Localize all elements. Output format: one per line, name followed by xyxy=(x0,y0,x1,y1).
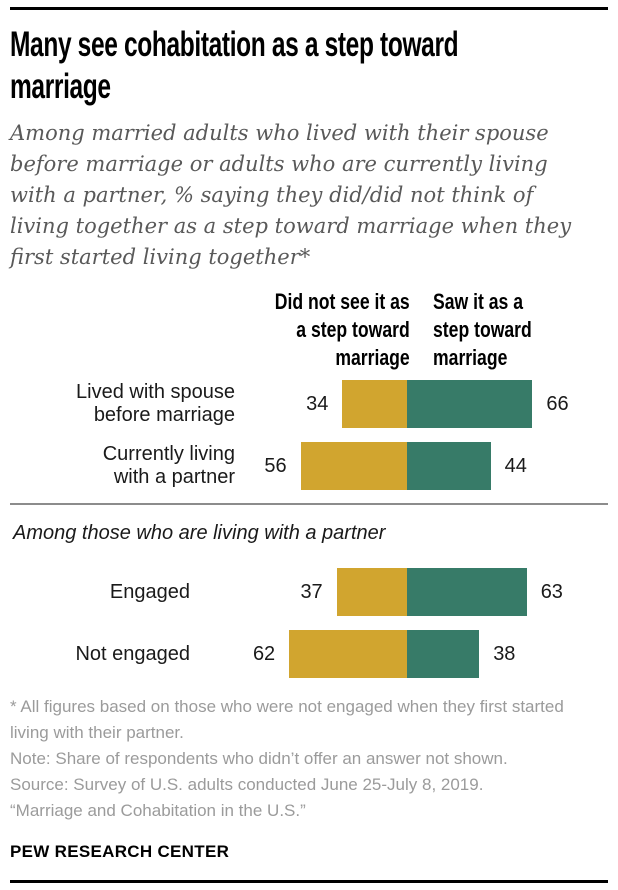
notes: * All figures based on those who were no… xyxy=(10,694,588,824)
bar-row: Engaged 37 63 xyxy=(0,568,618,616)
value-did-not-see: 34 xyxy=(306,393,329,415)
bar-saw xyxy=(407,568,527,616)
bar-did-not-see xyxy=(342,380,407,428)
bar-row: Lived with spouse before marriage 34 66 xyxy=(0,380,618,428)
bar-saw xyxy=(407,442,491,490)
bar-saw xyxy=(407,380,533,428)
bar-did-not-see xyxy=(336,568,407,616)
value-did-not-see: 37 xyxy=(300,581,323,603)
legend-line: marriage xyxy=(433,345,508,370)
legend-line: Did not see it as xyxy=(275,289,410,314)
legend-line: marriage xyxy=(335,345,410,370)
category-label-line: with a partner xyxy=(113,466,235,488)
source-line-1: Source: Survey of U.S. adults conducted … xyxy=(10,775,484,794)
value-saw: 66 xyxy=(546,393,569,415)
category-label: Not engaged xyxy=(0,630,190,678)
page-title-line-2: marriage xyxy=(10,67,111,106)
bottom-rule xyxy=(10,880,608,883)
source-line-2: “Marriage and Cohabitation in the U.S.” xyxy=(10,801,306,820)
value-did-not-see: 62 xyxy=(252,643,276,665)
category-label-line: Engaged xyxy=(109,580,190,603)
category-label-line: before marriage xyxy=(93,404,235,426)
section-divider xyxy=(10,503,608,505)
chart-step-toward-marriage: Lived with spouse before marriage 34 66 Curr… xyxy=(0,380,618,504)
legend-line: step toward xyxy=(433,317,532,342)
category-label-line: Not engaged xyxy=(75,642,190,665)
top-rule xyxy=(10,7,608,10)
value-saw: 44 xyxy=(504,455,527,477)
note: Note: Share of respondents who didn’t of… xyxy=(10,749,508,768)
category-label-line: Currently living xyxy=(102,443,235,465)
bar-did-not-see xyxy=(289,630,407,678)
category-label: Lived with spouse before marriage xyxy=(0,380,235,428)
bar-saw xyxy=(407,630,480,678)
section-label: Among those who are living with a partne… xyxy=(13,522,386,544)
legend-saw: Saw it as a step toward marriage xyxy=(433,288,532,372)
value-saw: 63 xyxy=(540,581,563,603)
page-title-line-1: Many see cohabitation as a step toward xyxy=(10,25,459,64)
footnote: * All figures based on those who were no… xyxy=(10,697,564,742)
legend-did-not-see: Did not see it as a step toward marriage xyxy=(275,288,410,372)
legend-line: Saw it as a xyxy=(433,289,524,314)
page-title: Many see cohabitation as a step toward m… xyxy=(10,24,459,108)
value-saw: 38 xyxy=(493,643,516,665)
legend-line: a step toward xyxy=(296,317,410,342)
bar-row: Currently living with a partner 56 44 xyxy=(0,442,618,490)
value-did-not-see: 56 xyxy=(264,455,287,477)
bar-row: Not engaged 62 38 xyxy=(0,630,618,678)
bar-did-not-see xyxy=(300,442,407,490)
chart-subtitle: Among married adults who lived with thei… xyxy=(10,121,572,269)
category-label-line: Lived with spouse xyxy=(76,381,235,403)
chart-by-engagement: Engaged 37 63 Not engaged 62 38 xyxy=(0,568,618,692)
brand-pew-research-center: PEW RESEARCH CENTER xyxy=(10,842,230,861)
category-label: Engaged xyxy=(0,568,190,616)
category-label: Currently living with a partner xyxy=(0,442,235,490)
